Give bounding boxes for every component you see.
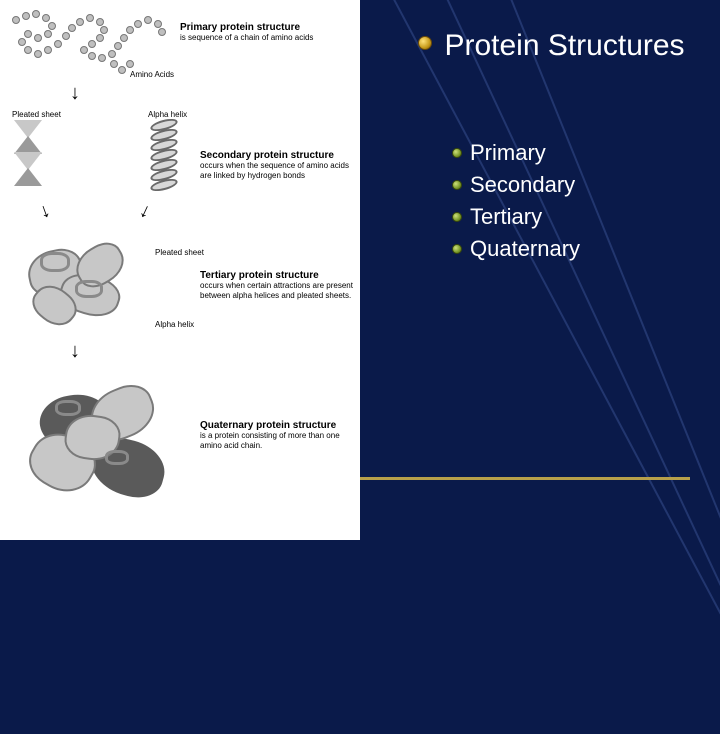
arrow-down-icon: ↓ (136, 199, 155, 224)
secondary-heading: Secondary protein structure (200, 150, 354, 161)
bullet-icon (452, 148, 462, 158)
tertiary-heading: Tertiary protein structure (200, 270, 354, 281)
slide-title-block: Protein Structures (418, 28, 698, 64)
bullet-icon (452, 180, 462, 190)
accent-underline (360, 477, 690, 480)
primary-chain-graphic (10, 10, 170, 75)
background-ray (340, 0, 720, 695)
bullet-list: Primary Secondary Tertiary Quaternary (452, 140, 702, 268)
pleated-sheet-label-2: Pleated sheet (155, 248, 204, 257)
amino-acids-label: Amino Acids (130, 70, 174, 79)
background-ray (470, 0, 720, 734)
list-item: Tertiary (452, 204, 702, 230)
bullet-icon (452, 244, 462, 254)
primary-desc: is sequence of a chain of amino acids (180, 33, 354, 43)
quaternary-text: Quaternary protein structure is a protei… (200, 420, 354, 451)
title-bullet-icon (418, 36, 432, 50)
list-item: Secondary (452, 172, 702, 198)
list-item-label: Tertiary (470, 204, 542, 230)
background-ray (400, 0, 720, 716)
list-item: Primary (452, 140, 702, 166)
protein-diagram-panel: Primary protein structure is sequence of… (0, 0, 360, 540)
quaternary-desc: is a protein consisting of more than one… (200, 431, 354, 451)
list-item: Quaternary (452, 236, 702, 262)
alpha-helix-label-2: Alpha helix (155, 320, 194, 329)
tertiary-blob-graphic (20, 240, 150, 335)
quaternary-heading: Quaternary protein structure (200, 420, 354, 431)
list-item-label: Secondary (470, 172, 575, 198)
quaternary-blob-graphic (20, 380, 180, 510)
list-item-label: Primary (470, 140, 546, 166)
slide-title: Protein Structures (444, 28, 684, 64)
secondary-desc: occurs when the sequence of amino acids … (200, 161, 354, 181)
list-item-label: Quaternary (470, 236, 580, 262)
bullet-icon (452, 212, 462, 222)
arrow-down-icon: ↓ (70, 340, 80, 363)
arrow-down-icon: ↓ (70, 82, 80, 105)
tertiary-desc: occurs when certain attractions are pres… (200, 281, 354, 301)
secondary-text: Secondary protein structure occurs when … (200, 150, 354, 181)
pleated-sheet-graphic (14, 120, 54, 190)
alpha-helix-graphic (150, 120, 180, 200)
alpha-helix-label: Alpha helix (148, 110, 187, 119)
primary-text: Primary protein structure is sequence of… (180, 22, 354, 43)
pleated-sheet-label: Pleated sheet (12, 110, 61, 119)
tertiary-text: Tertiary protein structure occurs when c… (200, 270, 354, 301)
primary-heading: Primary protein structure (180, 22, 354, 33)
arrow-down-icon: ↓ (36, 199, 53, 224)
